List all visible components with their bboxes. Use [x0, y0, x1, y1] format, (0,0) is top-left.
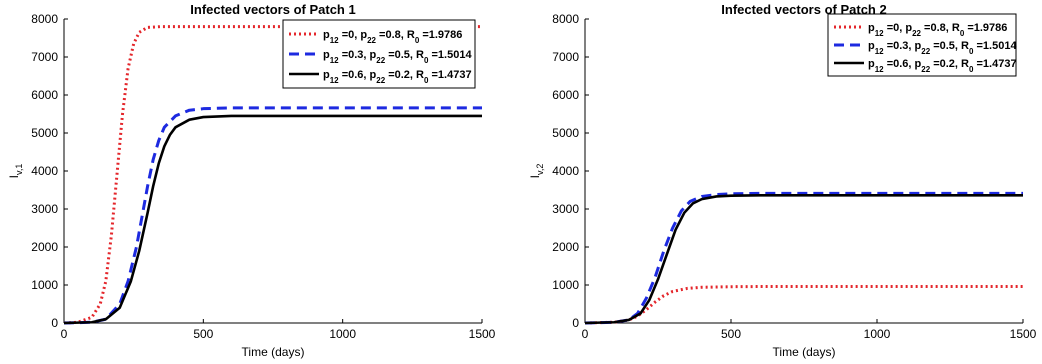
chart-svg-patch-2: Infected vectors of Patch 2 0 1000 2000 3000… [528, 2, 1037, 359]
chart2-y-tick-label: 6000 [552, 88, 579, 102]
chart1-x-tick-label: 0 [61, 327, 68, 341]
chart1-y-tick-label: 4000 [31, 164, 58, 178]
chart2-y-tick-label: 2000 [552, 240, 579, 254]
chart1-y-tick-label: 1000 [31, 278, 58, 292]
chart1-legend-entry-2: p12 =0.3, p22 =0.5, R0 =1.5014 [323, 49, 472, 65]
chart2-y-tick-label: 7000 [552, 50, 579, 64]
chart1-series-line-2 [63, 106, 482, 325]
chart2-x-tick-label: 0 [582, 327, 589, 341]
chart2-y-tick-label: 8000 [552, 12, 579, 26]
chart2-x-axis-label: Time (days) [773, 345, 836, 359]
chart2-legend-entry-1: p12 =0, p22 =0.8, R0 =1.9786 [868, 22, 1007, 38]
chart1-y-tick-label: 3000 [31, 202, 58, 216]
chart-svg-patch-1: Infected vectors of Patch 1 0 1000 2000 3000… [7, 2, 496, 359]
chart2-y-tick-label: 4000 [552, 164, 579, 178]
chart1-x-axis-label: Time (days) [242, 345, 305, 359]
chart2-series-line-2 [584, 191, 1023, 325]
chart2-legend: p12 =0, p22 =0.8, R0 =1.9786 p12 =0.3, p2… [827, 13, 1017, 77]
chart2-legend-entry-2: p12 =0.3, p22 =0.5, R0 =1.5014 [868, 40, 1017, 56]
chart-panel-patch-1: Infected vectors of Patch 1 0 1000 2000 3000… [7, 2, 496, 359]
chart2-x-tick-label: 1500 [1010, 327, 1037, 341]
chart-panel-patch-2: Infected vectors of Patch 2 0 1000 2000 3000… [521, 0, 1042, 364]
chart2-legend-entry-3: p12 =0.6, p22 =0.2, R0 =1.4737 [868, 58, 1017, 74]
chart1-x-tick-label: 1000 [329, 327, 356, 341]
chart1-legend-entry-1: p12 =0, p22 =0.8, R0 =1.9786 [323, 29, 462, 45]
chart1-y-tick-label: 2000 [31, 240, 58, 254]
chart2-x-tick-label: 1000 [864, 327, 891, 341]
chart2-series-line-3 [584, 194, 1023, 325]
chart1-legend: p12 =0, p22 =0.8, R0 =1.9786 p12 =0.3, p2… [282, 19, 476, 89]
chart2-series-line-1 [584, 285, 1023, 325]
chart1-x-tick-label: 1500 [469, 327, 496, 341]
chart1-x-tick-label: 500 [193, 327, 213, 341]
chart1-y-tick-label: 5000 [31, 126, 58, 140]
chart1-series-line-1 [63, 25, 482, 325]
chart2-y-tick-label: 3000 [552, 202, 579, 216]
chart2-y-tick-label: 1000 [552, 278, 579, 292]
chart2-y-tick-label: 0 [572, 316, 579, 330]
chart1-y-tick-label: 8000 [31, 12, 58, 26]
chart1-y-tick-label: 6000 [31, 88, 58, 102]
chart1-y-tick-label: 0 [51, 316, 58, 330]
chart2-x-tick-label: 500 [721, 327, 741, 341]
chart2-y-axis-label: Iv,2 [528, 164, 545, 179]
chart1-series-line-3 [63, 114, 482, 325]
chart1-y-tick-label: 7000 [31, 50, 58, 64]
chart2-title: Infected vectors of Patch 2 [721, 2, 886, 17]
chart1-legend-entry-3: p12 =0.6, p22 =0.2, R0 =1.4737 [323, 69, 472, 85]
chart1-y-axis-label: Iv,1 [7, 164, 24, 179]
chart1-title: Infected vectors of Patch 1 [190, 2, 355, 17]
chart2-y-tick-label: 5000 [552, 126, 579, 140]
